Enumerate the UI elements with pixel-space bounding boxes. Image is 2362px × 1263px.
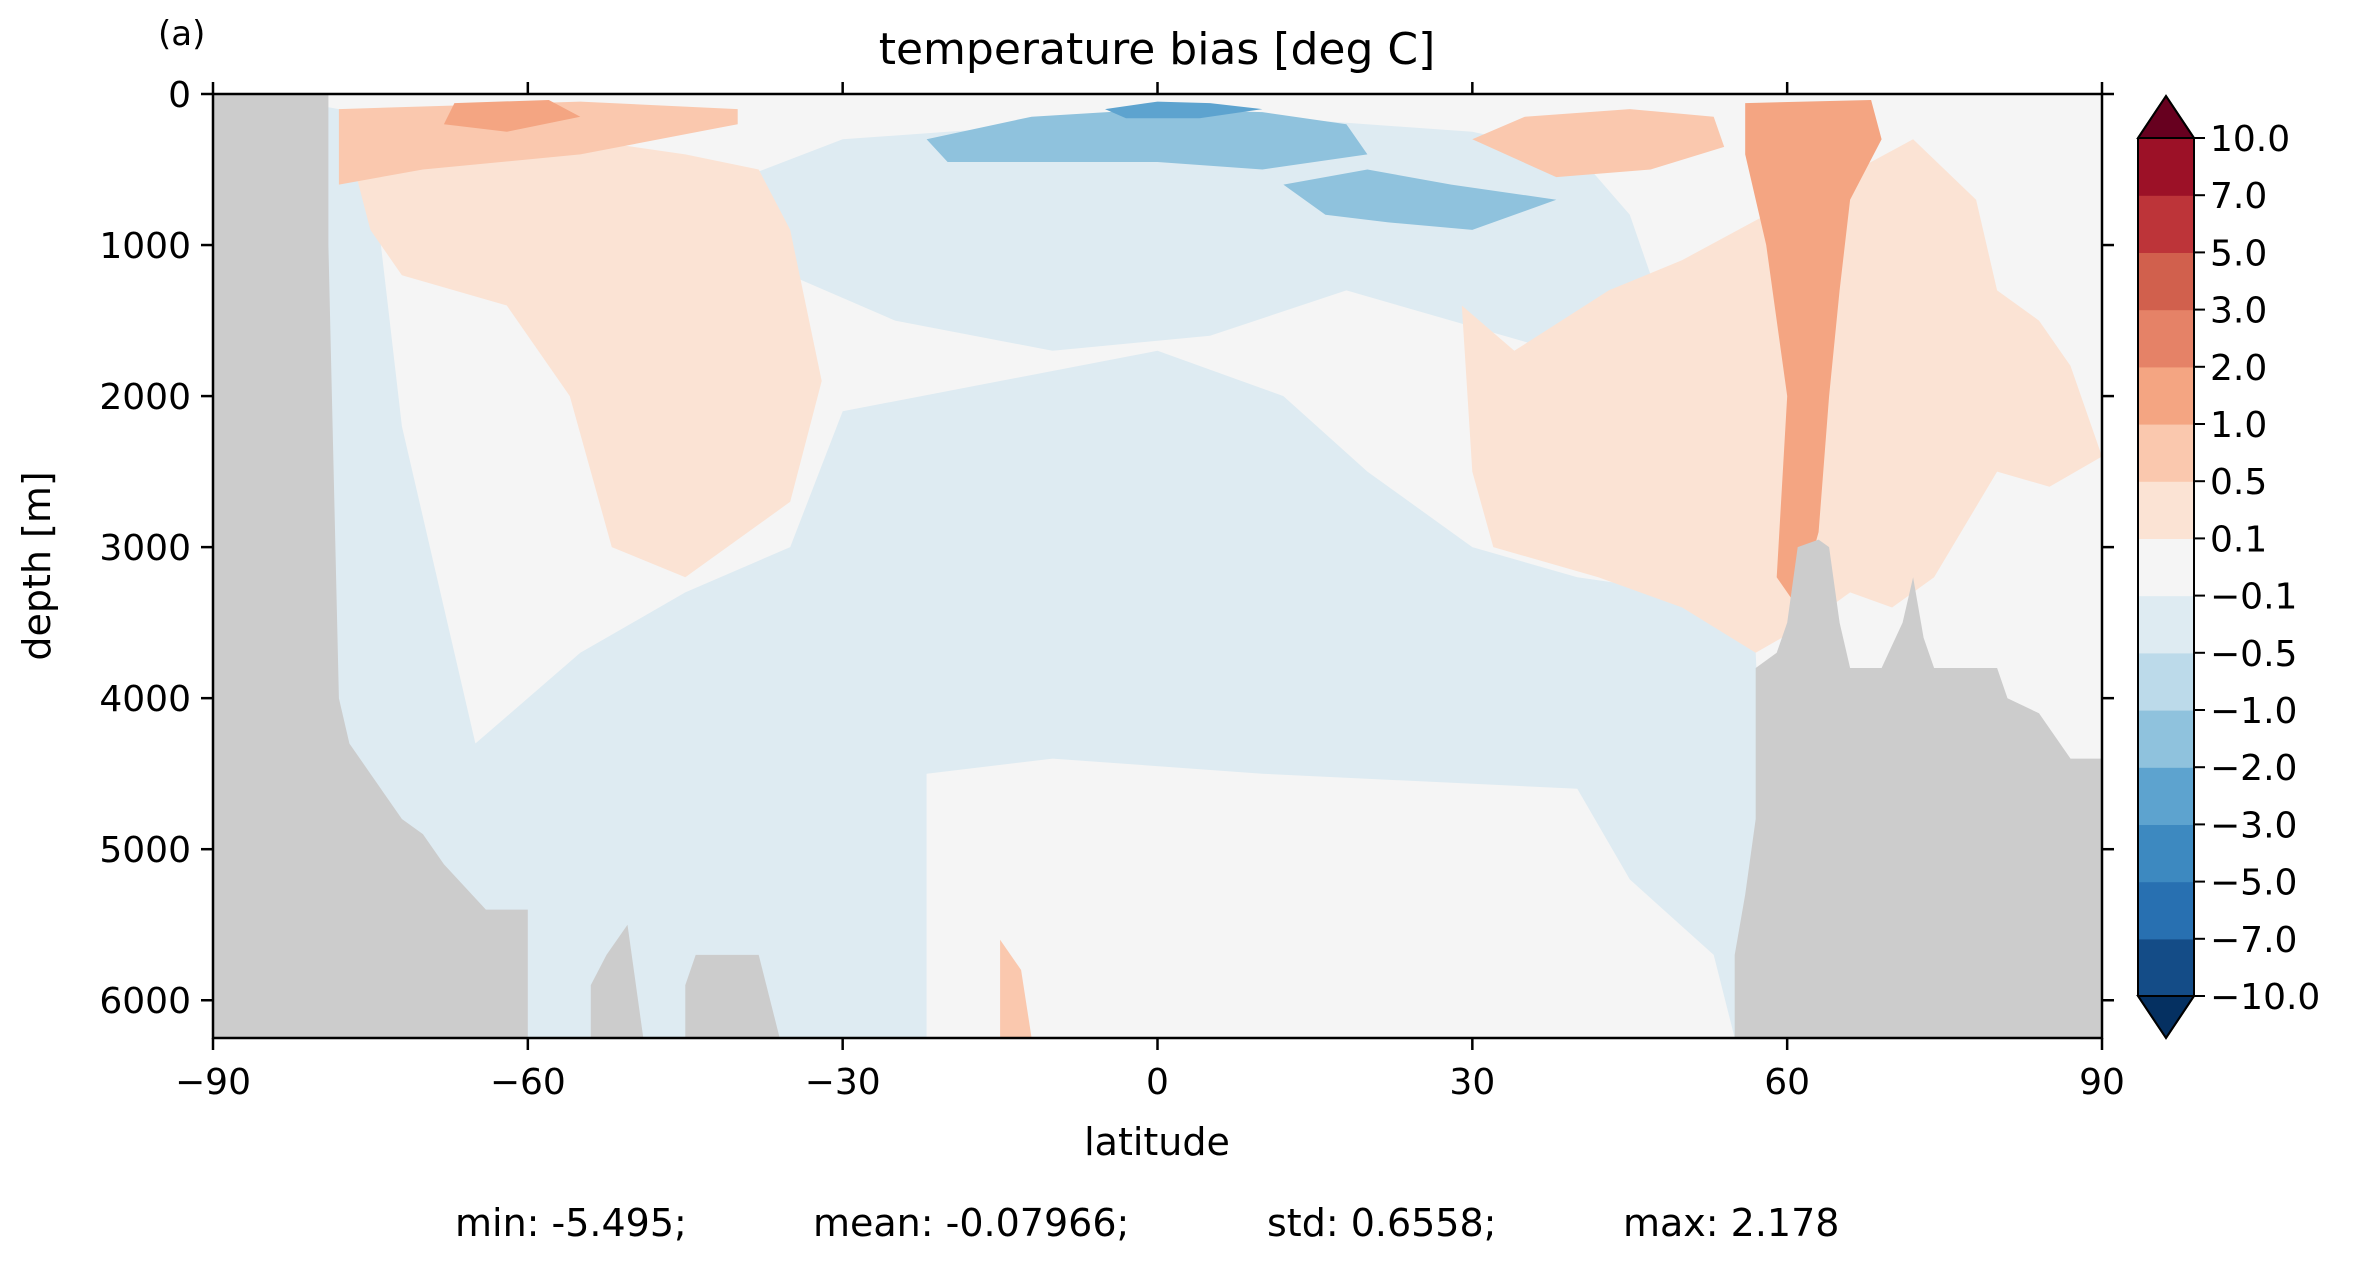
y-tick-label: 5000 xyxy=(99,830,191,871)
y-tick-label: 3000 xyxy=(99,528,191,569)
y-tick-label: 2000 xyxy=(99,377,191,418)
colorbar-tick-label: 7.0 xyxy=(2210,176,2267,217)
colorbar-tick-label: −3.0 xyxy=(2210,805,2297,846)
colorbar-band-2 xyxy=(2138,824,2194,883)
colorbar-tick-label: 1.0 xyxy=(2210,405,2267,446)
bias-region-9 xyxy=(926,109,1368,170)
x-tick-label: −90 xyxy=(175,1062,251,1103)
bias-region-6 xyxy=(1000,939,1032,1038)
colorbar-band-1 xyxy=(2138,881,2194,940)
land-polygon-1 xyxy=(590,924,644,1038)
y-axis-label: depth [m] xyxy=(15,471,59,660)
colorbar-band-10 xyxy=(2138,366,2194,425)
y-axis: 0 1000 2000 3000 4000 5000 6000 xyxy=(99,75,2114,1022)
bias-field xyxy=(297,100,2102,1038)
colorbar-tick-label: 10.0 xyxy=(2210,119,2290,160)
bias-region-7 xyxy=(443,100,581,132)
x-tick-label: 60 xyxy=(1764,1062,1810,1103)
colorbar-band-7 xyxy=(2138,538,2194,597)
y-tick-label: 4000 xyxy=(99,679,191,720)
colorbar-band-5 xyxy=(2138,652,2194,711)
bias-region-3 xyxy=(1461,139,2102,653)
colorbar-tick-label: 2.0 xyxy=(2210,348,2267,389)
plot-area xyxy=(211,92,2104,1040)
colorbar-band-9 xyxy=(2138,424,2194,482)
colorbar-band-13 xyxy=(2138,195,2194,253)
x-axis: −90 −60 −30 0 30 60 90 xyxy=(175,82,2125,1103)
bias-region-10 xyxy=(1283,169,1557,230)
stats-line: min: -5.495; mean: -0.07966; std: 0.6558… xyxy=(455,1201,1839,1245)
land-polygon-2 xyxy=(685,954,780,1038)
colorbar-band-6 xyxy=(2138,595,2194,654)
x-tick-label: −60 xyxy=(490,1062,566,1103)
colorbar-tick-label: −0.5 xyxy=(2210,634,2297,675)
x-tick-label: 30 xyxy=(1449,1062,1495,1103)
colorbar-band-0 xyxy=(2138,938,2194,997)
y-tick-label: 6000 xyxy=(99,981,191,1022)
colorbar-tick-label: −7.0 xyxy=(2210,920,2297,961)
colorbar-extend-top xyxy=(2136,94,2196,139)
land-polygon-3 xyxy=(1734,539,2102,1038)
y-tick-label: 1000 xyxy=(99,226,191,267)
stat-min: min: -5.495; xyxy=(455,1201,687,1245)
colorbar-tick-label: −0.1 xyxy=(2210,577,2297,618)
colorbar-extend-bottom xyxy=(2136,995,2196,1040)
stat-max: max: 2.178 xyxy=(1623,1201,1839,1245)
bias-region-11 xyxy=(1105,101,1263,119)
colorbar-tick-label: −1.0 xyxy=(2210,691,2297,732)
stat-mean: mean: -0.07966; xyxy=(813,1201,1129,1245)
colorbar-tick-label: −5.0 xyxy=(2210,863,2297,904)
x-tick-label: −30 xyxy=(805,1062,881,1103)
colorbar-tick-label: −10.0 xyxy=(2210,977,2320,1018)
colorbar: 10.0 7.0 5.0 3.0 2.0 1.0 0.5 0.1 −0.1 −0.5 −1.0 −2.… xyxy=(2136,94,2320,1040)
bias-region-4 xyxy=(338,101,738,185)
x-tick-label: 90 xyxy=(2079,1062,2125,1103)
colorbar-tick-label: 0.5 xyxy=(2210,462,2267,503)
chart-title: temperature bias [deg C] xyxy=(879,24,1436,75)
colorbar-band-11 xyxy=(2138,309,2194,368)
x-axis-label: latitude xyxy=(1084,1120,1230,1164)
colorbar-tick-label: 3.0 xyxy=(2210,291,2267,332)
colorbar-band-8 xyxy=(2138,481,2194,539)
bias-region-5 xyxy=(1472,109,1725,178)
colorbar-tick-label: 5.0 xyxy=(2210,233,2267,274)
colorbar-band-14 xyxy=(2138,138,2194,196)
y-tick-label: 0 xyxy=(168,75,191,116)
panel-label: (a) xyxy=(158,14,205,54)
colorbar-tick-label: 0.1 xyxy=(2210,519,2267,560)
land-polygon-0 xyxy=(213,94,528,1038)
stat-std: std: 0.6558; xyxy=(1267,1201,1496,1245)
x-tick-label: 0 xyxy=(1146,1062,1169,1103)
bias-region-0 xyxy=(297,101,1767,1038)
land-mask xyxy=(213,94,2102,1038)
bias-region-2 xyxy=(338,109,822,578)
bias-region-8 xyxy=(1745,100,1882,608)
colorbar-tick-label: −2.0 xyxy=(2210,748,2297,789)
colorbar-band-3 xyxy=(2138,767,2194,825)
colorbar-band-12 xyxy=(2138,252,2194,311)
colorbar-band-4 xyxy=(2138,710,2194,768)
